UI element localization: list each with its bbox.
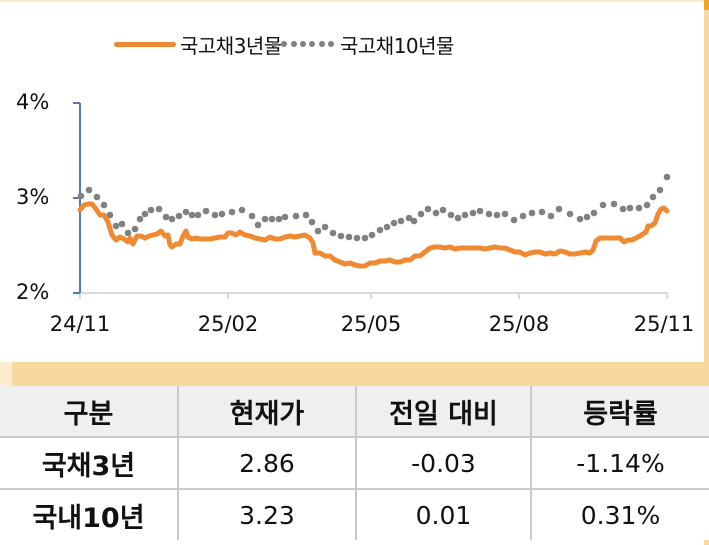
x-tick-label: 25/05: [340, 312, 402, 336]
table-header-row: 구분 현재가 전일 대비 등락률: [0, 386, 709, 438]
series-10y-dots: [77, 173, 671, 242]
row-price: 2.86: [177, 436, 357, 490]
chart-card: [0, 2, 704, 362]
x-tick-label: 24/11: [49, 312, 111, 336]
row-name: 국내10년: [0, 488, 179, 540]
divider-band-left: [0, 362, 12, 386]
row-change: -0.03: [355, 436, 532, 490]
legend-dotted-line-icon: [272, 41, 334, 47]
legend-label: 국고채3년물: [180, 33, 282, 58]
top-rule: [0, 0, 704, 2]
chart-legend: 국고채3년물 국고채10년물: [0, 28, 704, 60]
header-change: 전일 대비: [355, 386, 532, 438]
x-tick-label: 25/02: [197, 312, 259, 336]
right-side-strip-accent: [704, 0, 709, 10]
bond-quote-table: 구분 현재가 전일 대비 등락률 국채3년 2.86 -0.03 -1.14% …: [0, 386, 709, 540]
y-tick-label: 2%: [16, 280, 50, 304]
right-side-strip: [704, 0, 709, 545]
legend-item-10y: 국고채10년물: [272, 28, 454, 60]
row-price: 3.23: [177, 488, 357, 540]
table-row: 국채3년 2.86 -0.03 -1.14%: [0, 436, 709, 490]
plot-area: [73, 102, 671, 299]
series-3y-line: [77, 201, 670, 269]
row-change: 0.01: [355, 488, 532, 540]
table-row: 국내10년 3.23 0.01 0.31%: [0, 488, 709, 540]
divider-band: [0, 362, 709, 386]
legend-label: 국고채10년물: [340, 33, 454, 58]
y-tick-label: 3%: [16, 185, 50, 209]
x-tick-label: 25/11: [633, 312, 695, 336]
header-rate: 등락률: [530, 386, 709, 438]
legend-solid-line-icon: [114, 41, 176, 47]
legend-item-3y: 국고채3년물: [114, 28, 282, 60]
y-tick-label: 4%: [16, 90, 50, 114]
header-category: 구분: [0, 386, 179, 438]
row-name: 국채3년: [0, 436, 179, 490]
x-tick-label: 25/08: [488, 312, 550, 336]
row-rate: -1.14%: [530, 436, 709, 490]
header-price: 현재가: [177, 386, 357, 438]
row-rate: 0.31%: [530, 488, 709, 540]
